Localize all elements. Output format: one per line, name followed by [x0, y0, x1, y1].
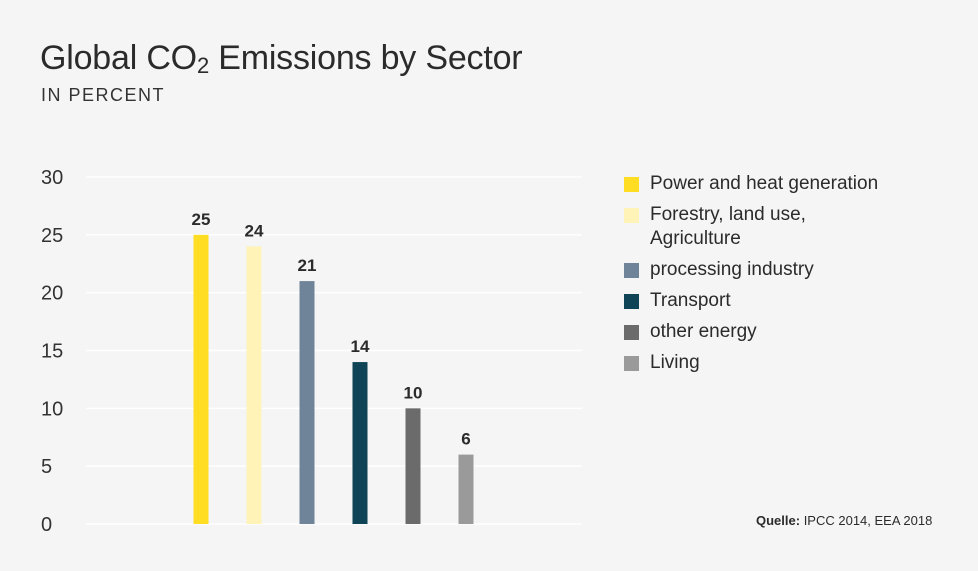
legend-label: Living — [650, 352, 700, 373]
bar-value-label: 6 — [461, 430, 470, 449]
legend-swatch — [624, 325, 639, 340]
chart-subtitle: IN PERCENT — [41, 85, 166, 105]
y-tick-label: 10 — [41, 398, 63, 420]
legend-item: Transport — [624, 289, 954, 313]
legend-label: Transport — [650, 290, 731, 311]
legend-item: Forestry, land use, Agriculture — [624, 203, 850, 251]
bar-value-label: 24 — [245, 221, 264, 240]
source-text: IPCC 2014, EEA 2018 — [800, 513, 933, 528]
legend-swatch — [624, 263, 639, 278]
y-tick-label: 5 — [41, 456, 52, 478]
bar — [458, 454, 474, 524]
title-subscript: 2 — [196, 53, 209, 78]
bar-value-label: 14 — [351, 337, 370, 356]
legend-swatch — [624, 294, 639, 309]
source-label: Quelle: — [756, 513, 801, 528]
y-tick-label: 15 — [41, 341, 63, 363]
source-note: Quelle: IPCC 2014, EEA 2018 — [756, 513, 932, 528]
legend-swatch — [624, 177, 639, 192]
legend-label: other energy — [650, 321, 757, 342]
y-tick-label: 20 — [41, 283, 63, 305]
legend-label: Power and heat generation — [650, 173, 879, 194]
chart-legend: Power and heat generation Forestry, land … — [624, 172, 954, 382]
bar-value-label: 21 — [298, 256, 317, 275]
legend-swatch — [624, 356, 639, 371]
bar — [246, 246, 262, 524]
y-tick-label: 30 — [41, 167, 63, 189]
bar-value-label: 25 — [192, 210, 211, 229]
bar — [299, 281, 315, 524]
bar — [352, 362, 368, 524]
legend-item: Living — [624, 351, 954, 375]
legend-label: processing industry — [650, 259, 814, 280]
legend-swatch — [624, 208, 639, 223]
bar-value-label: 10 — [404, 383, 423, 402]
bar — [193, 234, 209, 525]
y-tick-label: 25 — [41, 225, 63, 247]
legend-item: Power and heat generation — [624, 172, 954, 196]
chart-title: Global CO2 Emissions by Sector — [40, 39, 523, 78]
bar — [405, 408, 421, 524]
y-tick-label: 0 — [41, 514, 52, 536]
legend-item: processing industry — [624, 258, 954, 282]
legend-item: other energy — [624, 320, 954, 344]
legend-label: Forestry, land use, Agriculture — [650, 204, 806, 249]
